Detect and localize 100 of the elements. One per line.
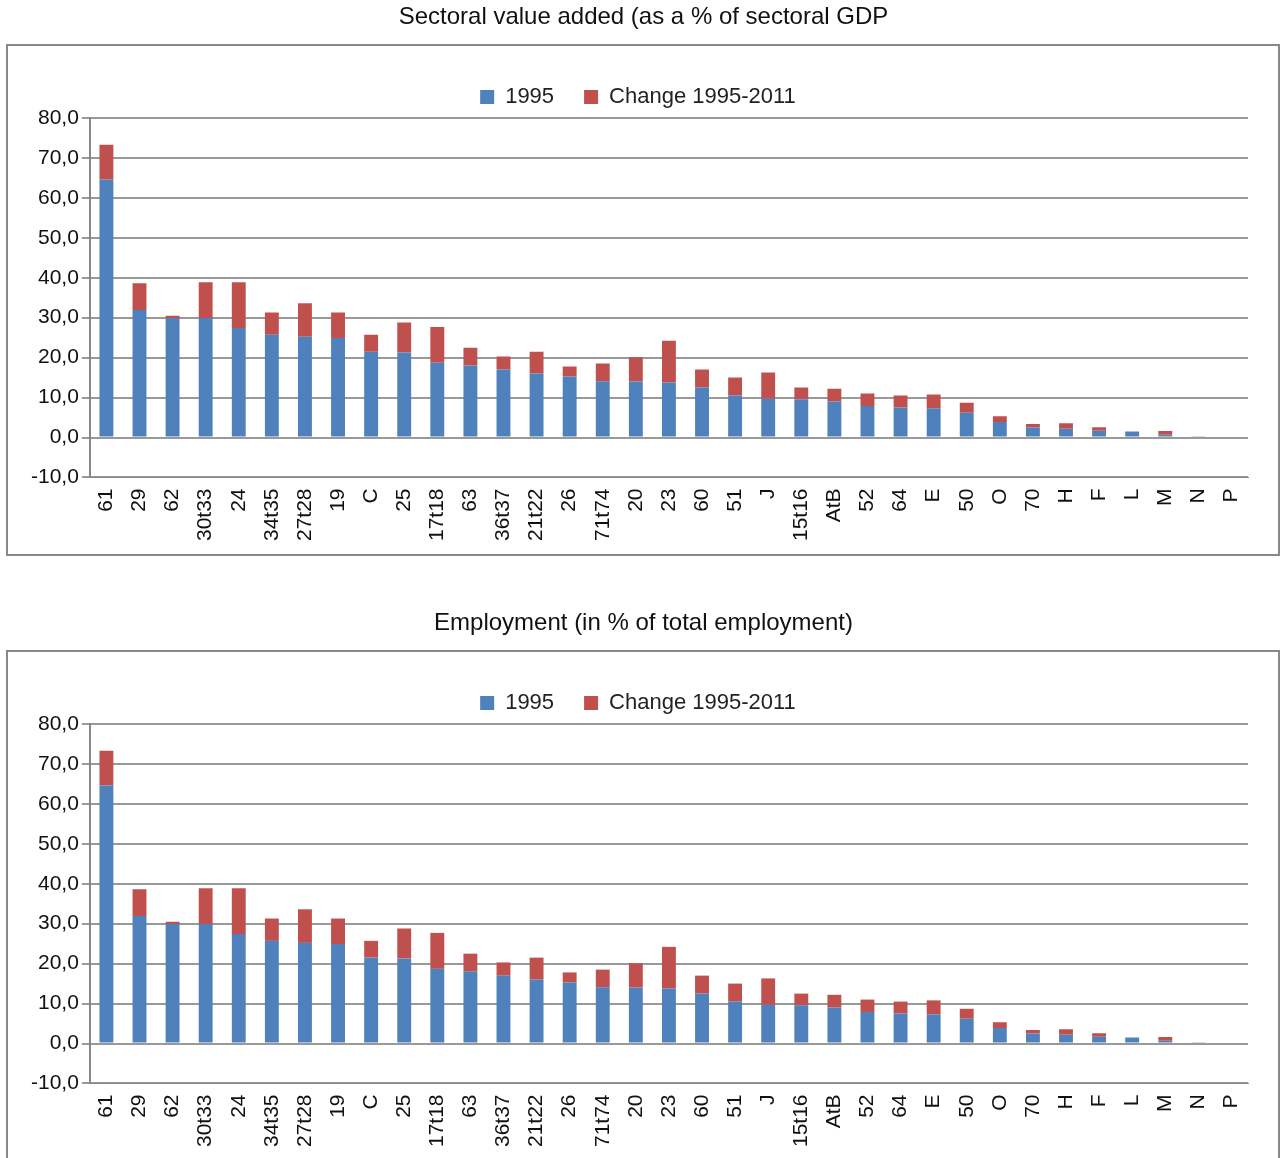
bar (430, 932, 445, 969)
bar (198, 924, 213, 1043)
y-tick-label: -10,0 (30, 464, 79, 488)
legend-label: 1995 (505, 689, 555, 715)
x-tick-label: H (1052, 1094, 1076, 1110)
y-tick-label: 10,0 (37, 384, 79, 408)
x-tick-label: O (986, 488, 1010, 505)
x-tick-label: 21t22 (523, 488, 547, 542)
bar (728, 377, 743, 396)
x-tick-label: F (1085, 1094, 1109, 1108)
bar (628, 381, 643, 437)
y-tick-label: 0,0 (49, 424, 79, 448)
bar (695, 993, 709, 1043)
bar (595, 969, 610, 988)
x-tick-label: 36t37 (490, 1094, 514, 1148)
x-tick-label: 61 (93, 488, 117, 512)
x-tick-label: 26 (556, 1094, 580, 1118)
x-tick-label: M (1152, 1094, 1176, 1112)
bar (893, 1001, 908, 1014)
bar (926, 394, 941, 409)
x-tick-label: C (357, 488, 381, 504)
bar (959, 1018, 974, 1043)
x-tick-label: 24 (225, 488, 249, 512)
bar (959, 1008, 974, 1019)
x-tick-label: 27t28 (291, 488, 315, 542)
x-tick-label: L (1118, 488, 1142, 501)
x-tick-label: 51 (721, 488, 745, 512)
x-tick-label: 30t33 (192, 1094, 216, 1148)
bar (595, 381, 610, 437)
x-tick-label: J (755, 488, 778, 499)
bar (198, 888, 213, 925)
bar (331, 918, 345, 945)
bar (198, 318, 213, 437)
bar (298, 336, 312, 437)
x-tick-label: 34t35 (258, 488, 282, 542)
bar (496, 356, 511, 370)
x-tick-label: 29 (126, 1094, 150, 1118)
bar (463, 347, 478, 366)
x-tick-label: 25 (391, 488, 415, 512)
y-tick-label: 40,0 (37, 264, 79, 288)
bar (761, 398, 776, 437)
x-tick-label: 71t74 (589, 488, 613, 542)
bar (761, 372, 776, 399)
bar (661, 946, 676, 989)
bar (860, 999, 875, 1012)
bar (562, 366, 577, 377)
x-tick-label: 60 (688, 1094, 712, 1118)
bar (926, 408, 941, 437)
bar (99, 750, 114, 786)
bar (231, 328, 246, 437)
x-tick-label: 70 (1019, 1094, 1043, 1118)
bar (132, 283, 147, 311)
x-tick-label: 19 (324, 1094, 348, 1118)
bar (959, 412, 974, 437)
bar (827, 388, 842, 402)
x-tick-label: O (986, 1094, 1010, 1111)
x-tick-label: 29 (126, 488, 150, 512)
y-tick-label: 80,0 (37, 710, 79, 734)
bar (331, 338, 345, 437)
bar (132, 310, 147, 437)
bar (992, 1022, 1007, 1028)
bar (397, 322, 412, 353)
y-tick-label: 0,0 (49, 1030, 79, 1054)
x-tick-label: 30t33 (192, 488, 216, 542)
x-tick-label: 70 (1019, 488, 1043, 512)
bar (430, 326, 445, 363)
x-tick-label: 23 (655, 1094, 679, 1118)
bar (1059, 1029, 1073, 1035)
bar (695, 387, 709, 437)
bar (298, 942, 312, 1043)
bar (661, 382, 676, 437)
bar (992, 421, 1007, 437)
x-tick-label: 62 (159, 1094, 183, 1118)
x-tick-label: 17t18 (424, 488, 448, 542)
bar (231, 888, 246, 935)
bar (628, 357, 643, 382)
bar (595, 987, 610, 1043)
y-tick-label: 30,0 (37, 910, 79, 934)
bar (992, 416, 1007, 422)
bar (761, 1004, 776, 1043)
bar (1092, 427, 1107, 431)
bar (99, 179, 114, 437)
bar (529, 351, 544, 374)
bar (1025, 427, 1040, 437)
x-tick-label: H (1052, 488, 1076, 504)
x-tick-label: L (1118, 1094, 1142, 1107)
x-tick-label: 25 (391, 1094, 415, 1118)
x-tick-label: N (1185, 1094, 1209, 1110)
x-tick-label: 23 (655, 488, 679, 512)
x-tick-label: E (920, 1094, 944, 1109)
bar (430, 968, 445, 1043)
x-tick-label: N (1185, 488, 1209, 504)
bar (794, 399, 809, 437)
bar (99, 785, 114, 1043)
x-tick-label: 34t35 (258, 1094, 282, 1148)
bar (99, 144, 114, 180)
y-tick-label: 70,0 (37, 144, 79, 168)
bar (794, 387, 809, 400)
y-tick-label: 20,0 (37, 344, 79, 368)
bar (893, 395, 908, 408)
